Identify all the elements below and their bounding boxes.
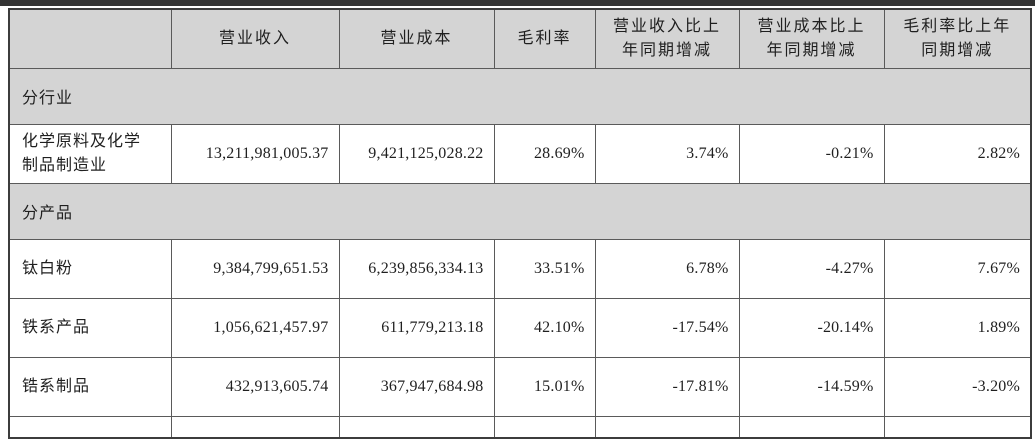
cell-gross-margin: 15.01%: [493, 356, 596, 417]
cell-revenue-yoy: 6.78%: [594, 238, 740, 299]
row-label: 铁系产品: [8, 297, 172, 358]
header-blank-cell: [8, 8, 172, 69]
section-label: 分产品: [8, 182, 1032, 240]
cell-cost: 367,947,684.98: [338, 356, 495, 417]
table-row-clipped: [8, 415, 1032, 439]
cell-revenue-yoy: -17.54%: [594, 297, 740, 358]
cell-cost: 611,779,213.18: [338, 297, 495, 358]
cell-margin-yoy: 7.67%: [883, 238, 1032, 299]
header-operating-cost: 营业成本: [338, 8, 495, 69]
top-window-edge: [0, 0, 1035, 6]
cell-revenue: 9,384,799,651.53: [170, 238, 340, 299]
table-header-row: 营业收入 营业成本 毛利率 营业收入比上年同期增减 营业成本比上年同期增减 毛利…: [8, 8, 1032, 69]
cell-margin-yoy: 2.82%: [883, 123, 1032, 184]
financial-segment-table: 营业收入 营业成本 毛利率 营业收入比上年同期增减 营业成本比上年同期增减 毛利…: [8, 8, 1032, 439]
cell-revenue-yoy: -17.81%: [594, 356, 740, 417]
cell-revenue: 1,056,621,457.97: [170, 297, 340, 358]
cell-cost-yoy: -14.59%: [738, 356, 885, 417]
cell-cost-yoy: -20.14%: [738, 297, 885, 358]
section-row-by-industry: 分行业: [8, 67, 1032, 125]
cell-gross-margin: 42.10%: [493, 297, 596, 358]
header-gross-margin: 毛利率: [493, 8, 596, 69]
section-row-by-product: 分产品: [8, 182, 1032, 240]
header-revenue-yoy-change: 营业收入比上年同期增减: [594, 8, 740, 69]
cell-gross-margin: 33.51%: [493, 238, 596, 299]
cell-revenue: 13,211,981,005.37: [170, 123, 340, 184]
cell-margin-yoy: -3.20%: [883, 356, 1032, 417]
cell-cost-yoy: -4.27%: [738, 238, 885, 299]
row-label: 化学原料及化学制品制造业: [8, 123, 172, 184]
cell-margin-yoy: 1.89%: [883, 297, 1032, 358]
header-cost-yoy-change: 营业成本比上年同期增减: [738, 8, 885, 69]
table-row-chemical-industry: 化学原料及化学制品制造业 13,211,981,005.37 9,421,125…: [8, 123, 1032, 184]
table-row-iron-products: 铁系产品 1,056,621,457.97 611,779,213.18 42.…: [8, 297, 1032, 358]
section-label: 分行业: [8, 67, 1032, 125]
cell-cost-yoy: -0.21%: [738, 123, 885, 184]
row-label: 锆系制品: [8, 356, 172, 417]
cell-revenue-yoy: 3.74%: [594, 123, 740, 184]
row-label: 钛白粉: [8, 238, 172, 299]
cell-revenue: 432,913,605.74: [170, 356, 340, 417]
table-row-zirconium-products: 锆系制品 432,913,605.74 367,947,684.98 15.01…: [8, 356, 1032, 417]
header-margin-yoy-change: 毛利率比上年同期增减: [883, 8, 1032, 69]
table-row-titanium-dioxide: 钛白粉 9,384,799,651.53 6,239,856,334.13 33…: [8, 238, 1032, 299]
cell-gross-margin: 28.69%: [493, 123, 596, 184]
header-operating-revenue: 营业收入: [170, 8, 340, 69]
cell-cost: 6,239,856,334.13: [338, 238, 495, 299]
cell-cost: 9,421,125,028.22: [338, 123, 495, 184]
